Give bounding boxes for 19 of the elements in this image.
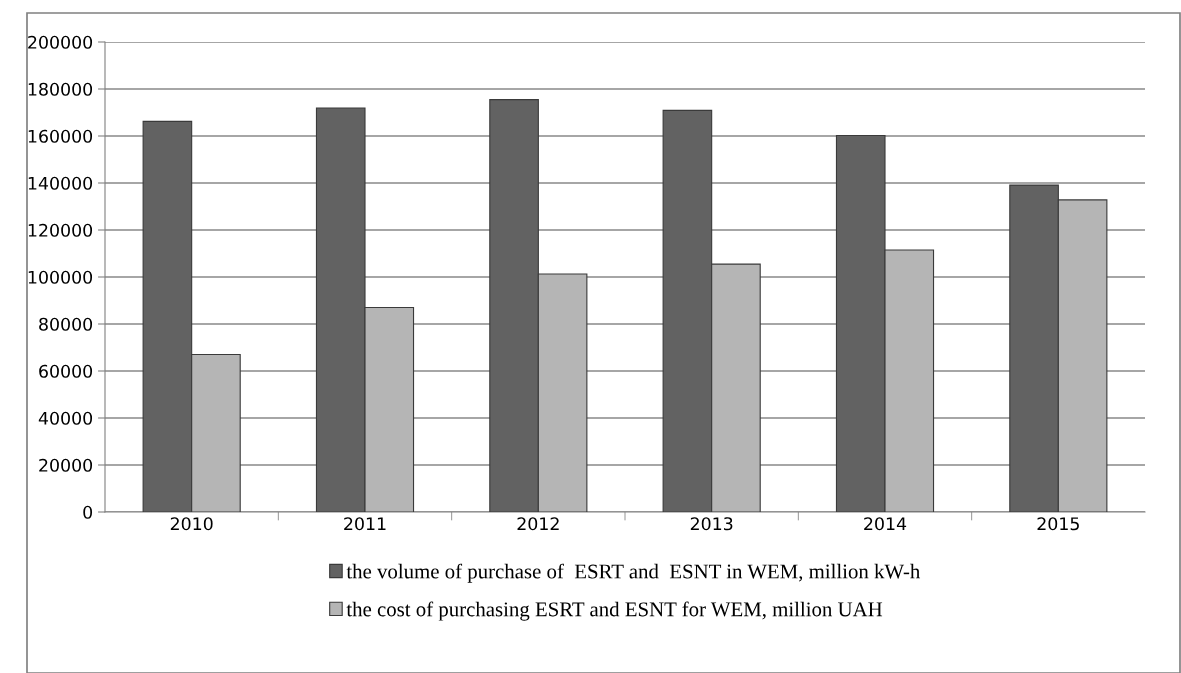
y-tick-label: 40000 <box>38 411 93 425</box>
x-tick-label: 2010 <box>170 517 213 531</box>
y-tick-label: 0 <box>83 505 93 519</box>
x-tick-label: 2014 <box>864 517 907 531</box>
x-tick-label: 2012 <box>517 517 559 531</box>
y-tick-label: 60000 <box>39 364 93 378</box>
y-tick-label: 140000 <box>28 176 93 190</box>
y-tick-label: 80000 <box>39 317 93 331</box>
x-tick-label: 2011 <box>344 517 386 531</box>
y-tick-label: 160000 <box>28 129 93 143</box>
y-tick-label: 120000 <box>28 223 93 237</box>
y-tick-label: 100000 <box>28 270 93 284</box>
x-tick-label: 2015 <box>1037 517 1079 531</box>
y-tick-label: 200000 <box>28 35 93 49</box>
legend-label: the volume of purchase of ESRT and ESNT in WEM, million kW-h <box>346 563 921 583</box>
y-tick-label: 20000 <box>39 458 93 472</box>
legend-label: the cost of purchasing ESRT and ESNT for WEM, million UAH <box>346 601 883 621</box>
y-tick-label: 180000 <box>28 82 93 96</box>
x-tick-label: 2013 <box>690 517 733 531</box>
